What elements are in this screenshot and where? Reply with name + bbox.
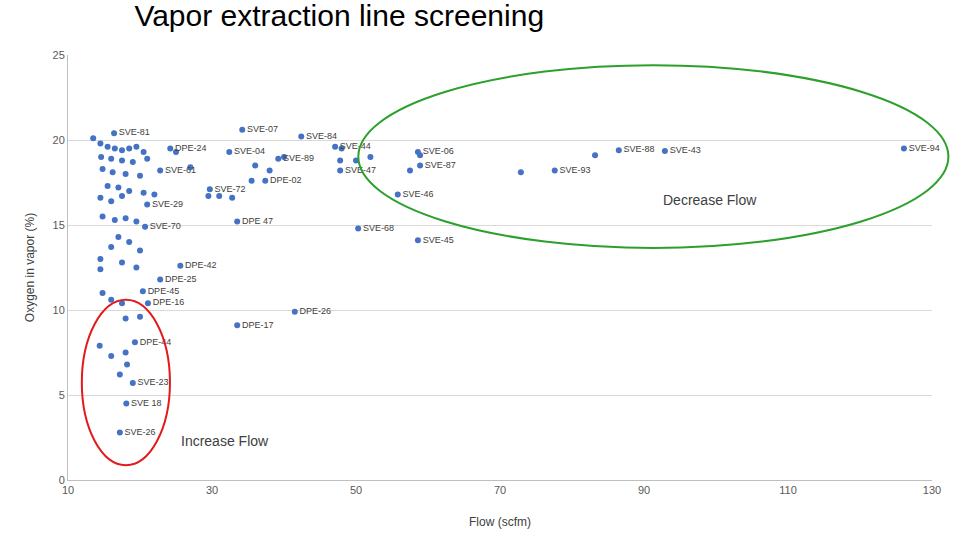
svg-text:SVE-68: SVE-68 — [363, 223, 394, 233]
svg-text:0: 0 — [59, 474, 65, 486]
svg-text:25: 25 — [53, 49, 65, 61]
svg-text:SVE-45: SVE-45 — [423, 235, 454, 245]
svg-text:DPE 47: DPE 47 — [242, 216, 273, 226]
svg-text:DPE-45: DPE-45 — [148, 286, 180, 296]
svg-text:DPE-44: DPE-44 — [140, 337, 172, 347]
svg-text:SVE-23: SVE-23 — [138, 377, 169, 387]
svg-text:10: 10 — [62, 484, 74, 496]
svg-text:10: 10 — [53, 304, 65, 316]
svg-text:SVE-94: SVE-94 — [909, 143, 940, 153]
svg-text:SVE-81: SVE-81 — [119, 127, 150, 137]
svg-text:Decrease Flow: Decrease Flow — [663, 192, 757, 208]
svg-text:SVE-61: SVE-61 — [165, 165, 196, 175]
svg-text:SVE-70: SVE-70 — [150, 221, 181, 231]
svg-text:Oxygen in vapor (%): Oxygen in vapor (%) — [23, 213, 37, 322]
svg-text:SVE-89: SVE-89 — [283, 153, 314, 163]
svg-text:Flow (scfm): Flow (scfm) — [469, 515, 531, 529]
svg-text:SVE-46: SVE-46 — [403, 189, 434, 199]
svg-text:SVE-29: SVE-29 — [152, 199, 183, 209]
svg-text:DPE-16: DPE-16 — [153, 297, 185, 307]
svg-text:SVE-87: SVE-87 — [425, 160, 456, 170]
svg-text:DPE-25: DPE-25 — [165, 274, 197, 284]
svg-text:130: 130 — [923, 484, 941, 496]
svg-text:SVE-44: SVE-44 — [340, 141, 371, 151]
svg-text:Increase Flow: Increase Flow — [181, 433, 269, 449]
svg-text:15: 15 — [53, 219, 65, 231]
svg-text:SVE-26: SVE-26 — [125, 427, 156, 437]
svg-text:SVE-72: SVE-72 — [215, 184, 246, 194]
svg-text:Vapor extraction line screenin: Vapor extraction line screening — [134, 0, 544, 32]
svg-text:5: 5 — [59, 389, 65, 401]
svg-text:50: 50 — [350, 484, 362, 496]
svg-text:SVE-07: SVE-07 — [247, 124, 278, 134]
svg-text:30: 30 — [206, 484, 218, 496]
svg-text:110: 110 — [779, 484, 797, 496]
svg-text:DPE-24: DPE-24 — [175, 143, 207, 153]
svg-text:SVE 18: SVE 18 — [131, 398, 162, 408]
svg-text:DPE-02: DPE-02 — [270, 175, 302, 185]
svg-text:DPE-17: DPE-17 — [242, 320, 274, 330]
svg-text:SVE-47: SVE-47 — [345, 165, 376, 175]
svg-text:SVE-88: SVE-88 — [624, 144, 655, 154]
svg-text:90: 90 — [638, 484, 650, 496]
svg-text:SVE-06: SVE-06 — [423, 146, 454, 156]
svg-text:SVE-93: SVE-93 — [559, 165, 590, 175]
svg-text:70: 70 — [494, 484, 506, 496]
svg-text:SVE-04: SVE-04 — [234, 146, 265, 156]
svg-text:SVE-43: SVE-43 — [670, 145, 701, 155]
svg-text:SVE-84: SVE-84 — [306, 131, 337, 141]
svg-text:DPE-42: DPE-42 — [185, 260, 217, 270]
svg-text:20: 20 — [53, 134, 65, 146]
svg-text:DPE-26: DPE-26 — [300, 306, 332, 316]
